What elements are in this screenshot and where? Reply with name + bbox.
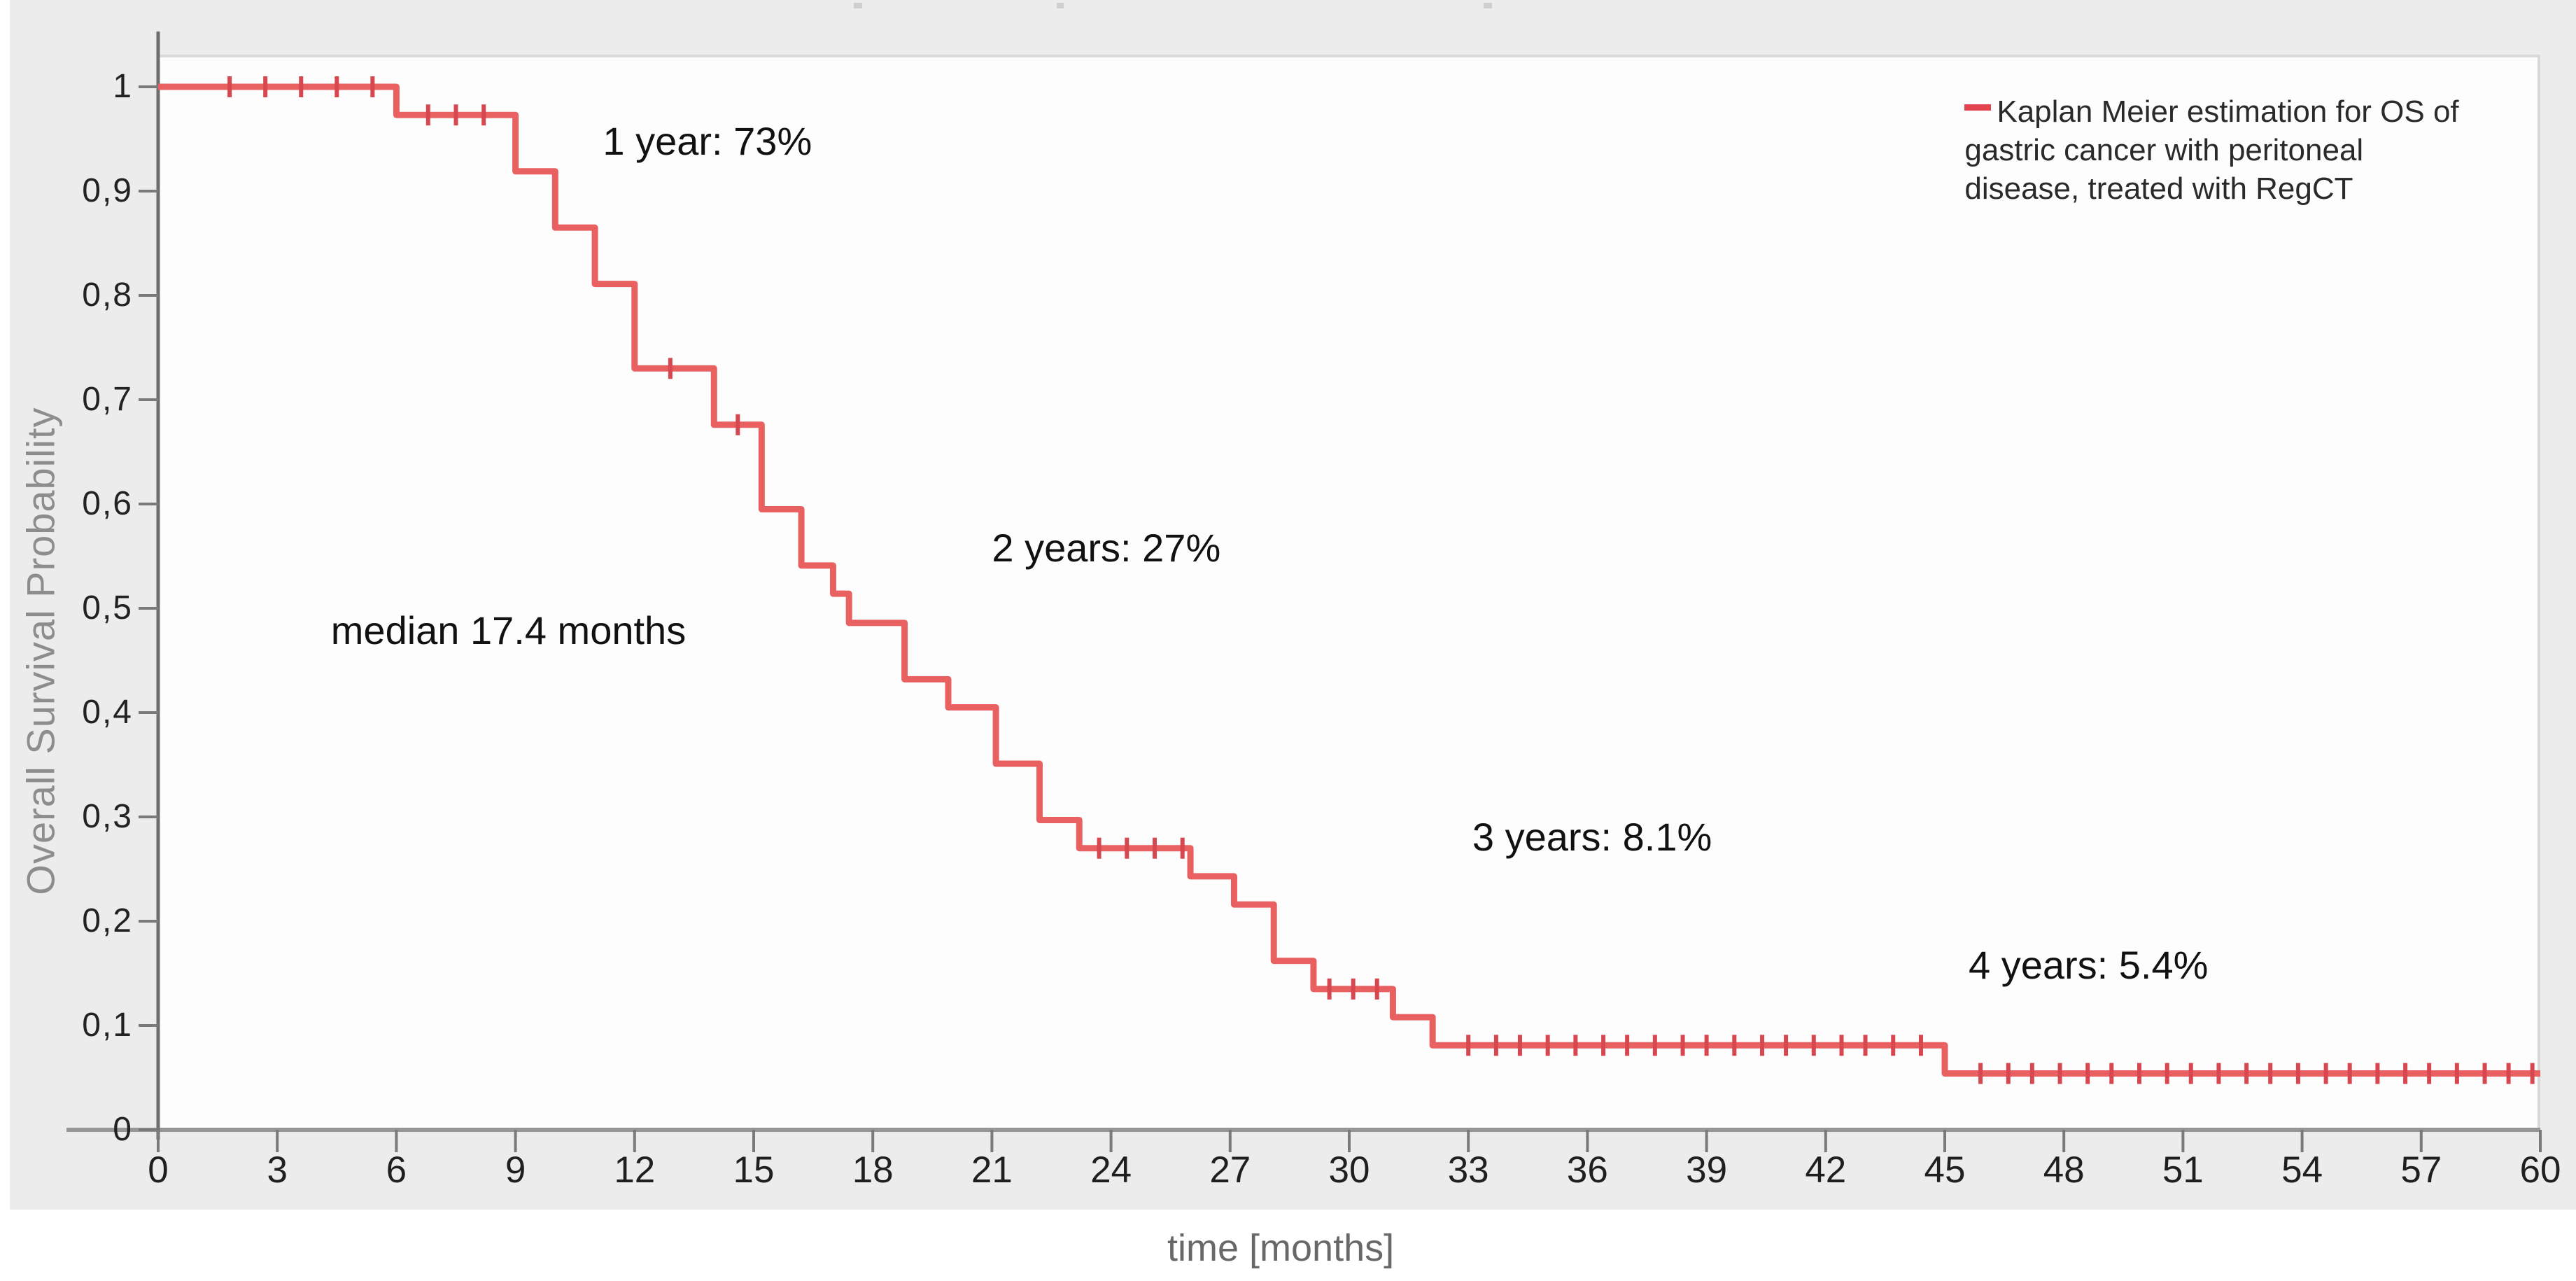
- x-tick-label: 48: [2043, 1149, 2085, 1191]
- x-tick-label: 24: [1090, 1149, 1132, 1191]
- x-tick-label: 54: [2281, 1149, 2323, 1191]
- y-tick-label: 0,7: [82, 381, 133, 418]
- x-tick-label: 15: [733, 1149, 775, 1191]
- x-tick-label: 57: [2400, 1149, 2442, 1191]
- y-tick-label: 0: [113, 1111, 133, 1148]
- legend-label: Kaplan Meier estimation for OS of gastri…: [1964, 94, 2459, 206]
- annotation: 4 years: 5.4%: [1969, 942, 2209, 987]
- y-tick-label: 0,8: [82, 276, 133, 314]
- x-tick-label: 6: [386, 1149, 407, 1191]
- x-tick-label: 0: [148, 1149, 169, 1191]
- x-tick-label: 36: [1566, 1149, 1608, 1191]
- y-tick-label: 0,3: [82, 798, 133, 835]
- x-tick-label: 30: [1328, 1149, 1370, 1191]
- y-tick-label: 0,5: [82, 589, 133, 626]
- annotation: 2 years: 27%: [992, 525, 1221, 570]
- x-tick-label: 3: [267, 1149, 288, 1191]
- top-edge-artifact: [854, 3, 862, 8]
- annotation: 1 year: 73%: [603, 118, 812, 163]
- annotation: median 17.4 months: [330, 608, 687, 652]
- x-tick-label: 27: [1209, 1149, 1251, 1191]
- km-step-curve: [158, 83, 2540, 1077]
- top-edge-artifact: [1484, 3, 1492, 8]
- x-tick-label: 42: [1805, 1149, 1847, 1191]
- legend: Kaplan Meier estimation for OS of gastri…: [1964, 92, 2510, 208]
- x-tick-label: 9: [505, 1149, 526, 1191]
- y-tick-label: 1: [113, 68, 133, 105]
- x-axis-title: time [months]: [1167, 1227, 1395, 1269]
- y-tick-label: 0,6: [82, 485, 133, 522]
- x-tick-label: 51: [2162, 1149, 2204, 1191]
- x-tick-label: 18: [852, 1149, 894, 1191]
- x-tick-label: 33: [1447, 1149, 1489, 1191]
- x-tick-label: 39: [1686, 1149, 1728, 1191]
- annotation: 3 years: 8.1%: [1472, 814, 1712, 859]
- x-tick-label: 21: [971, 1149, 1013, 1191]
- legend-line-swatch: [1964, 104, 1992, 111]
- y-tick-label: 0,2: [82, 902, 133, 939]
- x-tick-label: 12: [614, 1149, 656, 1191]
- top-edge-artifact: [1057, 3, 1064, 8]
- y-tick-label: 0,1: [82, 1007, 133, 1044]
- y-tick-label: 0,4: [82, 694, 133, 731]
- x-tick-label: 60: [2519, 1149, 2561, 1191]
- x-tick-label: 45: [1924, 1149, 1966, 1191]
- plot-area: [158, 55, 2540, 1130]
- y-tick-label: 0,9: [82, 172, 133, 209]
